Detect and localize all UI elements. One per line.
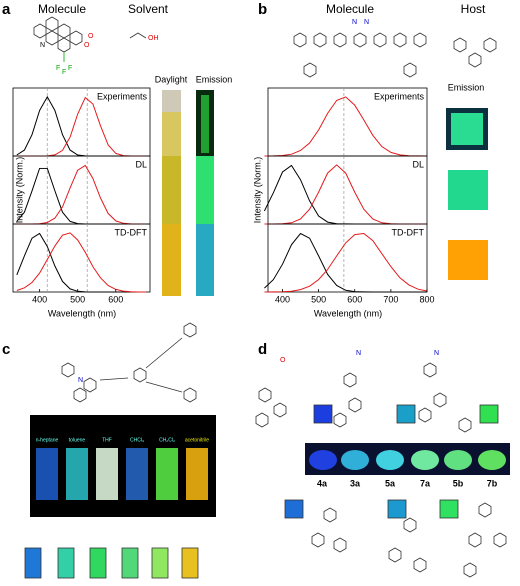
atom: N	[352, 19, 357, 26]
panel-label: d	[258, 341, 267, 358]
atom: F	[68, 65, 72, 72]
column-label: Emission	[448, 82, 485, 92]
column-label: Emission	[196, 74, 233, 84]
atom: N	[78, 377, 83, 384]
header: Molecule	[326, 2, 374, 16]
spectrum-line	[264, 165, 427, 224]
molecule-a	[33, 16, 83, 62]
x-tick-label: 400	[32, 294, 47, 304]
y-axis-label: Intensity (Norm.)	[14, 157, 24, 224]
vial-photo	[30, 415, 216, 517]
host-films	[446, 108, 488, 280]
compound-label: 3a	[350, 478, 361, 488]
atom: O	[280, 357, 286, 364]
header: Solvent	[128, 2, 169, 16]
header: Host	[461, 2, 486, 16]
panel-label: b	[258, 1, 267, 18]
atom: N	[364, 19, 369, 26]
panel-label: c	[2, 341, 10, 358]
spectrum-line	[264, 234, 427, 293]
solvent-label: CH₂Cl₂	[159, 437, 175, 443]
plot-annotation: TD-DFT	[392, 227, 425, 237]
molecule-b	[293, 32, 497, 78]
compound-label: 7b	[487, 478, 498, 488]
plot-frame	[12, 155, 151, 225]
atom: O	[88, 33, 94, 40]
x-tick-label: 500	[70, 294, 85, 304]
solvent-label: n-heptane	[36, 437, 59, 443]
plot-frame	[267, 223, 428, 293]
x-tick-label: 400	[275, 294, 290, 304]
spectrum-line	[264, 97, 427, 156]
powder-photo	[305, 443, 510, 475]
solvent-label: toluene	[69, 437, 86, 443]
compound-label: 5b	[453, 478, 464, 488]
spectrum-line	[17, 234, 146, 293]
atom: O	[84, 42, 90, 49]
spectrum-line	[264, 234, 427, 293]
atom: F	[56, 65, 60, 72]
atom: N	[356, 350, 361, 357]
solvent-label: acetonitrile	[185, 437, 209, 443]
plot-annotation: TD-DFT	[115, 227, 148, 237]
x-axis-label: Wavelength (nm)	[48, 308, 116, 318]
compound-label: 4a	[317, 478, 328, 488]
solvent-structure	[129, 32, 147, 39]
plot-annotation: Experiments	[97, 91, 148, 101]
solvent-label: CHCl₃	[130, 437, 144, 443]
molecule-c	[61, 322, 197, 403]
spectrum-line	[17, 233, 146, 292]
atom: F	[62, 69, 66, 76]
y-axis-label: Intensity (Norm.)	[252, 157, 262, 224]
panel-label: a	[2, 1, 11, 18]
x-tick-label: 500	[311, 294, 326, 304]
spectrum-line	[17, 168, 146, 224]
compound-label: 5a	[385, 478, 396, 488]
x-tick-label: 800	[419, 294, 434, 304]
x-tick-label: 700	[383, 294, 398, 304]
plot-annotation: DL	[412, 159, 424, 169]
color-swatches	[284, 404, 499, 519]
atom: N	[434, 350, 439, 357]
atom: OH	[148, 35, 159, 42]
header: Molecule	[38, 2, 86, 16]
solvent-label: THF	[102, 437, 112, 443]
plot-annotation: Experiments	[374, 91, 425, 101]
plot-annotation: DL	[135, 159, 147, 169]
spectrum-line	[264, 166, 427, 225]
color-swatches	[24, 547, 199, 579]
x-tick-label: 600	[108, 294, 123, 304]
vial-photos	[162, 90, 214, 296]
x-tick-label: 600	[347, 294, 362, 304]
atom: N	[40, 42, 45, 49]
vials	[36, 448, 208, 500]
spectrum-line	[17, 166, 146, 225]
column-label: Daylight	[155, 74, 188, 84]
x-axis-label: Wavelength (nm)	[314, 308, 382, 318]
compound-label: 7a	[420, 478, 431, 488]
spectrum-line	[17, 98, 146, 157]
